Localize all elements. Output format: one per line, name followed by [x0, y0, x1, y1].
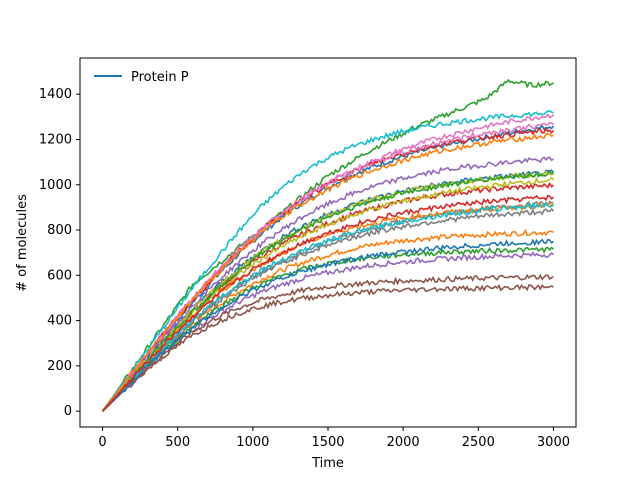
series-line-9	[101, 110, 554, 412]
y-axis-ticks: 0 200 400 600 800 1000 1200 1400	[39, 87, 80, 419]
x-tick-label: 3000	[537, 435, 570, 450]
series-line-21	[101, 170, 554, 412]
series-line-22	[101, 133, 554, 412]
x-tick-label: 1000	[236, 435, 269, 450]
legend-label-protein-p: Protein P	[131, 70, 189, 85]
y-tick-label: 1200	[39, 132, 72, 147]
legend: Protein P	[94, 70, 189, 85]
x-tick-label: 2000	[387, 435, 420, 450]
x-tick-label: 0	[98, 435, 106, 450]
y-tick-label: 1400	[39, 87, 72, 102]
x-tick-label: 500	[165, 435, 190, 450]
x-tick-label: 1500	[311, 435, 344, 450]
series-line-14	[101, 156, 554, 412]
series-layer	[101, 78, 555, 413]
series-line-2	[101, 78, 554, 412]
series-line-1	[101, 228, 554, 412]
y-tick-label: 800	[47, 223, 72, 238]
x-axis-ticks: 0 500 1000 1500 2000 2500 3000	[98, 427, 570, 450]
x-tick-label: 2500	[462, 435, 495, 450]
x-axis-label: Time	[311, 456, 344, 471]
y-tick-label: 0	[64, 404, 72, 419]
y-tick-label: 1000	[39, 178, 72, 193]
series-line-12	[101, 246, 555, 412]
series-line-23	[101, 194, 555, 412]
series-line-15	[101, 283, 554, 413]
y-tick-label: 600	[47, 268, 72, 283]
series-line-17	[101, 207, 555, 413]
y-tick-label: 400	[47, 314, 72, 329]
y-axis-label: # of molecules	[15, 194, 30, 292]
y-tick-label: 200	[47, 359, 72, 374]
series-line-20	[101, 238, 554, 412]
